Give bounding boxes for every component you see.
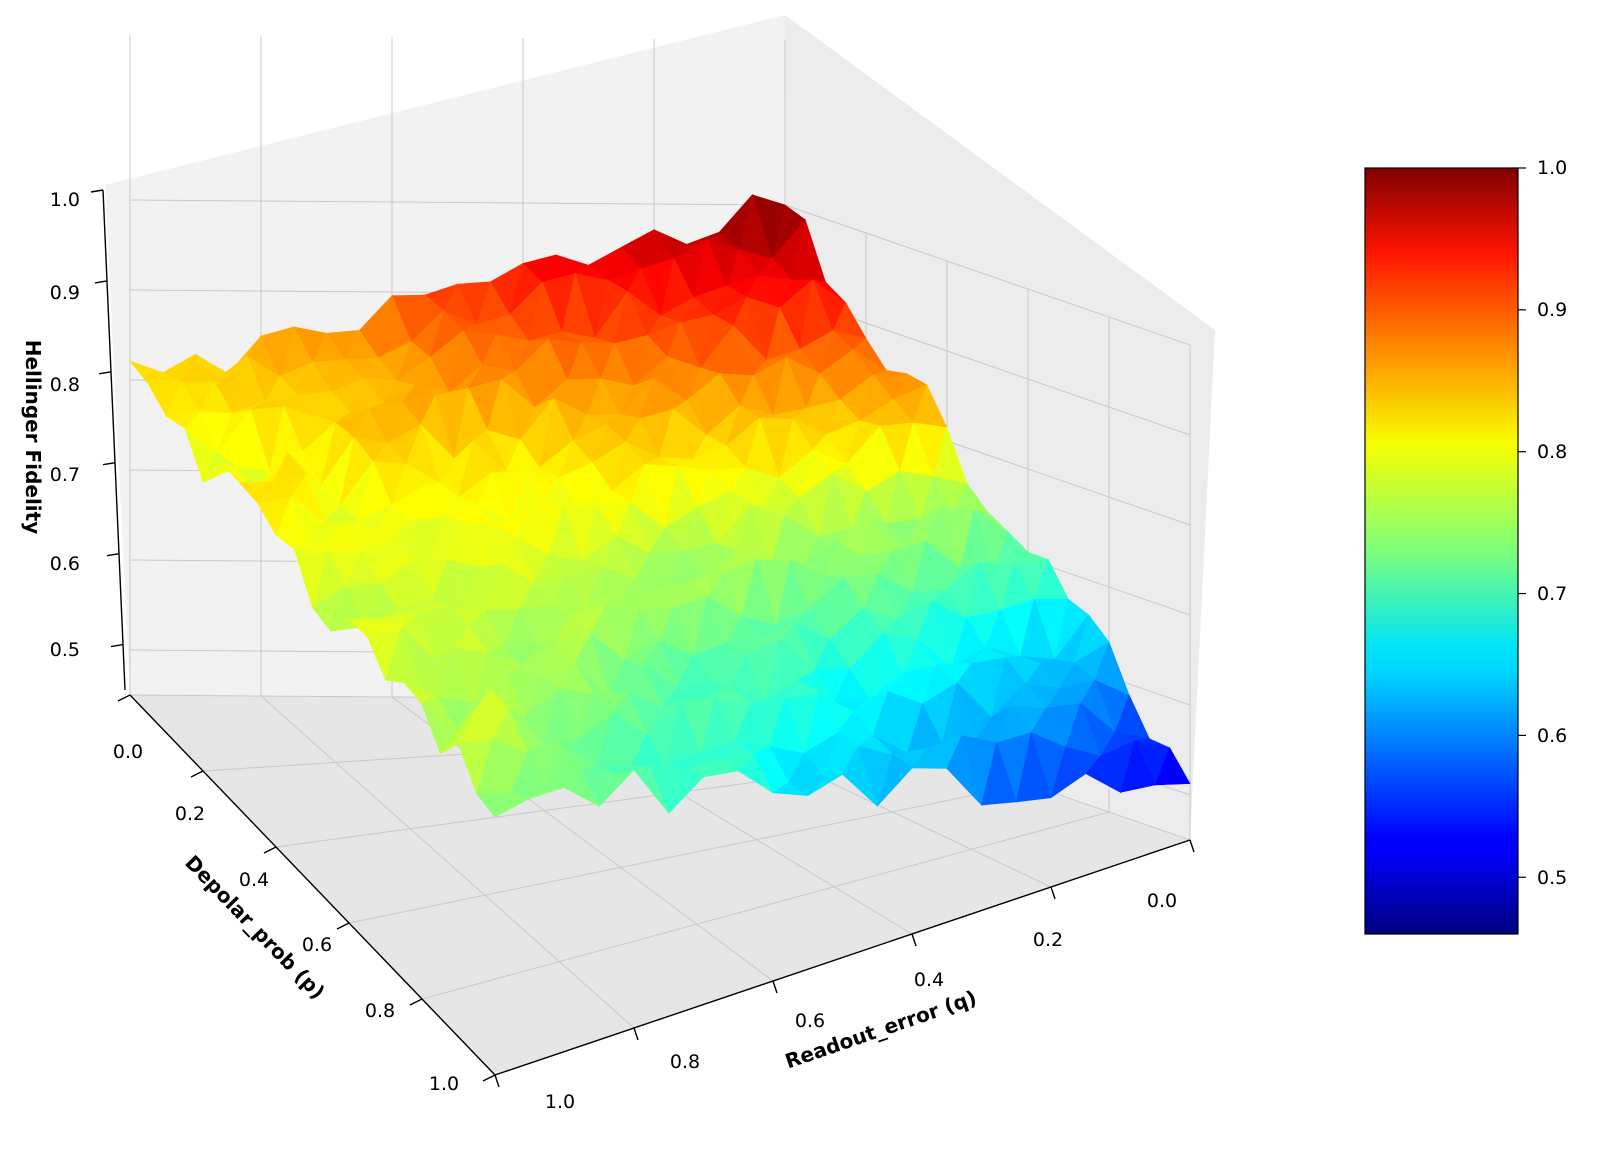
- p-axis-line: [129, 694, 496, 1076]
- surface-facet: [1050, 746, 1087, 799]
- surface: [129, 193, 1191, 818]
- q-tick-label: 0.2: [1033, 929, 1063, 951]
- surface-facet: [981, 741, 1017, 806]
- surface-facet: [599, 769, 635, 807]
- surface-facet: [1154, 747, 1191, 786]
- z-tick-label: 0.5: [50, 639, 80, 661]
- z-axis-line: [102, 189, 126, 691]
- q-tick: [1189, 839, 1195, 853]
- q-tick: [911, 933, 917, 947]
- grid-line: [784, 204, 1191, 346]
- z-tick: [94, 280, 108, 284]
- q-tick: [772, 980, 778, 994]
- q-tick-labels: 0.0 0.2 0.4 0.6 0.8 1.0: [545, 890, 1177, 1113]
- p-tick-labels: 0.0 0.2 0.4 0.6 0.8 1.0: [113, 741, 459, 1095]
- z-tick-label: 1.0: [50, 189, 80, 211]
- z-tick: [106, 552, 120, 557]
- q-tick: [494, 1074, 500, 1088]
- grid-line: [348, 783, 1029, 924]
- surface-facet: [911, 747, 948, 769]
- axes: [90, 189, 1195, 1088]
- p-tick-label: 0.8: [365, 1000, 395, 1022]
- p-tick: [336, 922, 350, 930]
- colorbar-tick-label: 0.8: [1537, 441, 1567, 463]
- q-tick-label: 0.6: [795, 1010, 825, 1032]
- colorbar-tick-label: 1.0: [1537, 157, 1567, 179]
- p-tick: [190, 770, 204, 778]
- surface-facet: [946, 734, 982, 806]
- grid-line: [129, 199, 786, 206]
- surface-facet: [737, 753, 774, 794]
- p-tick-label: 0.4: [239, 869, 269, 891]
- p-tick-label: 0.2: [175, 803, 205, 825]
- colorbar-ticks: [1518, 167, 1526, 878]
- q-tick-label: 0.4: [914, 969, 944, 991]
- floor-pane: [130, 695, 1190, 1075]
- surface-facet: [494, 793, 531, 818]
- grid-line: [421, 811, 1110, 1000]
- surface-facet: [1120, 739, 1156, 793]
- q-tick: [1050, 886, 1056, 900]
- colorbar-body: [1364, 167, 1519, 935]
- colorbar-tick-label: 0.5: [1537, 867, 1567, 889]
- p-tick: [409, 998, 423, 1006]
- p-tick-label: 1.0: [429, 1073, 459, 1095]
- p-tick-label: 0.0: [113, 741, 143, 763]
- colorbar-tick-label: 0.6: [1537, 725, 1567, 747]
- z-tick-labels: 0.5 0.6 0.7 0.8 0.9 1.0: [50, 189, 80, 661]
- z-tick-label: 0.6: [50, 553, 80, 575]
- colorbar-tick-label: 0.7: [1537, 583, 1567, 605]
- surface-facet: [842, 746, 878, 808]
- z-axis-label: Hellinger Fidelity: [21, 340, 45, 535]
- surface-facet: [877, 754, 913, 807]
- z-tick: [102, 462, 116, 466]
- q-tick-label: 0.8: [670, 1051, 700, 1073]
- surface-facet: [807, 774, 843, 796]
- surface-facet: [1015, 731, 1052, 803]
- surface-facet: [772, 782, 809, 796]
- q-axis-line: [494, 839, 1191, 1076]
- z-tick-label: 0.8: [50, 374, 80, 396]
- surface-facet: [529, 787, 565, 799]
- surface-facet: [668, 769, 705, 814]
- q-tick-label: 1.0: [545, 1091, 575, 1113]
- z-tick-label: 0.7: [50, 464, 80, 486]
- q-tick-label: 0.0: [1147, 890, 1177, 912]
- surface-facet: [1085, 755, 1122, 794]
- z-tick: [90, 189, 104, 193]
- p-tick-label: 0.6: [302, 934, 332, 956]
- z-tick-label: 0.9: [50, 282, 80, 304]
- p-tick: [263, 846, 277, 854]
- surface-facet: [564, 770, 601, 808]
- q-tick: [633, 1027, 639, 1041]
- grid-line: [260, 695, 635, 1029]
- z-tick: [110, 643, 124, 648]
- z-tick: [98, 371, 112, 375]
- p-tick: [117, 694, 131, 702]
- colorbar-tick-label: 0.9: [1537, 299, 1567, 321]
- colorbar: 0.5 0.6 0.7 0.8 0.9 1.0: [1364, 157, 1567, 935]
- surface-facet: [702, 758, 740, 778]
- surface-facet: [633, 766, 670, 814]
- p-tick: [482, 1074, 496, 1082]
